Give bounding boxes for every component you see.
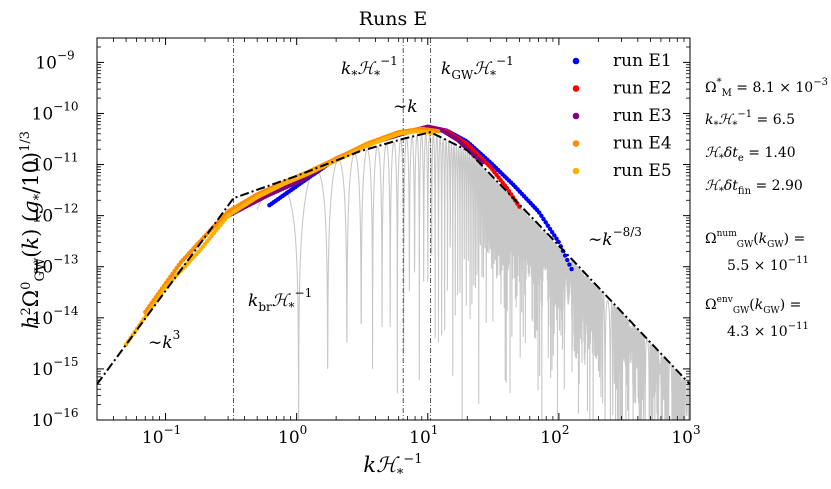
y-tick-base: 10 bbox=[32, 156, 54, 176]
legend-label: run E4 bbox=[613, 134, 672, 154]
legend: run E1 run E2 run E3 run E4 run E5 bbox=[572, 51, 672, 181]
y-tick-base: 10 bbox=[32, 309, 54, 329]
y-tick-label: 10−10 bbox=[32, 99, 79, 124]
y-tick-label: 10−15 bbox=[32, 355, 79, 380]
x-tick-base: 10 bbox=[540, 428, 562, 448]
legend-label: run E1 bbox=[613, 51, 672, 71]
x-axis-label: kℋ*−1 bbox=[363, 452, 422, 482]
y-tick-exponent: −13 bbox=[53, 253, 78, 267]
y-tick-exponent: −10 bbox=[53, 99, 78, 113]
series-layer bbox=[123, 124, 574, 347]
y-tick-exponent: −12 bbox=[53, 202, 78, 216]
series-point bbox=[565, 257, 570, 263]
x-tick-base: 10 bbox=[278, 428, 300, 448]
series-point bbox=[569, 266, 574, 272]
x-tick-label: 101 bbox=[409, 423, 438, 448]
series-point bbox=[567, 262, 572, 267]
legend-label: run E2 bbox=[613, 79, 672, 99]
legend-marker bbox=[572, 140, 580, 147]
y-tick-exponent: −14 bbox=[53, 304, 79, 318]
x-tick-exponent: 1 bbox=[431, 423, 439, 437]
x-tick-exponent: 0 bbox=[300, 423, 308, 437]
parameter-line: ΩenvGW(kGW) = bbox=[705, 295, 801, 316]
y-tick-label: 10−16 bbox=[32, 406, 79, 431]
legend-marker bbox=[572, 57, 580, 65]
y-tick-exponent: −11 bbox=[53, 151, 78, 165]
slope-label-k83: ∼k−8/3 bbox=[588, 225, 642, 250]
y-tick-label: 10−12 bbox=[32, 202, 79, 227]
reference-lines bbox=[233, 38, 432, 420]
series-point bbox=[547, 226, 553, 232]
series-point bbox=[556, 239, 561, 245]
y-tick-exponent: −16 bbox=[53, 406, 78, 420]
x-tick-exponent: 2 bbox=[562, 423, 570, 437]
oscillation-curve bbox=[256, 132, 690, 420]
y-tick-exponent: −9 bbox=[57, 48, 75, 62]
legend-marker bbox=[572, 112, 580, 120]
series-point bbox=[537, 210, 542, 215]
vline-label-kstar: k*ℋ*−1 bbox=[341, 54, 398, 82]
envelope-curve bbox=[97, 131, 690, 385]
y-tick-label: 10−11 bbox=[32, 151, 79, 176]
parameter-line: 5.5 × 10−11 bbox=[727, 255, 809, 274]
y-tick-base: 10 bbox=[32, 104, 54, 124]
y-tick-exponent: −15 bbox=[53, 355, 78, 369]
y-tick-base: 10 bbox=[35, 53, 57, 73]
x-tick-label: 100 bbox=[278, 423, 307, 448]
y-tick-base: 10 bbox=[32, 258, 54, 278]
series-point bbox=[152, 300, 157, 306]
x-tick-base: 10 bbox=[409, 428, 431, 448]
y-tick-label: 10−13 bbox=[32, 253, 79, 278]
legend-label: run E3 bbox=[613, 106, 672, 126]
slope-label-k3: ∼k3 bbox=[148, 328, 180, 353]
chart-title: Runs E bbox=[359, 8, 427, 30]
x-tick-exponent: 3 bbox=[693, 423, 701, 437]
slope-label-k: ∼k bbox=[393, 97, 418, 117]
x-tick-base: 10 bbox=[142, 428, 164, 448]
series-point bbox=[539, 213, 544, 219]
envelope-layer bbox=[97, 131, 690, 385]
x-tick-label: 10−1 bbox=[142, 423, 181, 448]
oscillating-spectrum bbox=[256, 132, 690, 420]
vline-label-kbr: kbrℋ*−1 bbox=[248, 286, 312, 314]
y-tick-base: 10 bbox=[32, 207, 54, 227]
x-tick-label: 103 bbox=[671, 423, 700, 448]
series-point bbox=[150, 304, 155, 309]
series-point bbox=[552, 233, 557, 238]
series-point bbox=[549, 229, 555, 235]
y-tick-label: 10−14 bbox=[32, 304, 79, 329]
series-point bbox=[506, 189, 512, 194]
series-point bbox=[554, 236, 559, 241]
legend-label: run E5 bbox=[613, 161, 672, 181]
y-tick-base: 10 bbox=[32, 360, 54, 380]
series-point bbox=[543, 220, 548, 225]
series-point bbox=[562, 253, 568, 258]
parameter-line: 4.3 × 10−11 bbox=[727, 321, 809, 340]
parameter-line: Ω*M = 8.1 × 10−3 bbox=[705, 77, 828, 99]
series-point bbox=[508, 192, 514, 197]
axis-ticks: 10−1 100 101 102 10310−910−1010−1110−1210−13… bbox=[32, 38, 701, 448]
parameter-line: ℋ*δtfin = 2.90 bbox=[705, 178, 803, 197]
parameter-line: ℋ*δte = 1.40 bbox=[705, 145, 796, 164]
legend-marker bbox=[572, 85, 580, 92]
y-tick-base: 10 bbox=[32, 411, 54, 431]
plot-frame bbox=[96, 37, 691, 421]
series-point bbox=[545, 223, 551, 228]
vline-label-kgw: kGWℋ*−1 bbox=[441, 54, 514, 82]
parameter-line: ΩnumGW(kGW) = bbox=[705, 229, 805, 250]
series-point bbox=[435, 128, 441, 134]
y-axis-label: h2Ω0GW(k) (g*/10)1/3 bbox=[18, 131, 48, 329]
parameter-panel: Ω*M = 8.1 × 10−3 k*ℋ*−1 = 6.5 ℋ*δte = 1.40… bbox=[705, 77, 828, 340]
parameter-line: k*ℋ*−1 = 6.5 bbox=[705, 109, 795, 131]
y-tick-label: 10−9 bbox=[35, 48, 74, 73]
x-tick-exponent: −1 bbox=[164, 423, 182, 437]
x-tick-base: 10 bbox=[671, 428, 693, 448]
series-point bbox=[541, 216, 546, 222]
legend-marker bbox=[572, 167, 580, 175]
x-tick-label: 102 bbox=[540, 423, 569, 448]
